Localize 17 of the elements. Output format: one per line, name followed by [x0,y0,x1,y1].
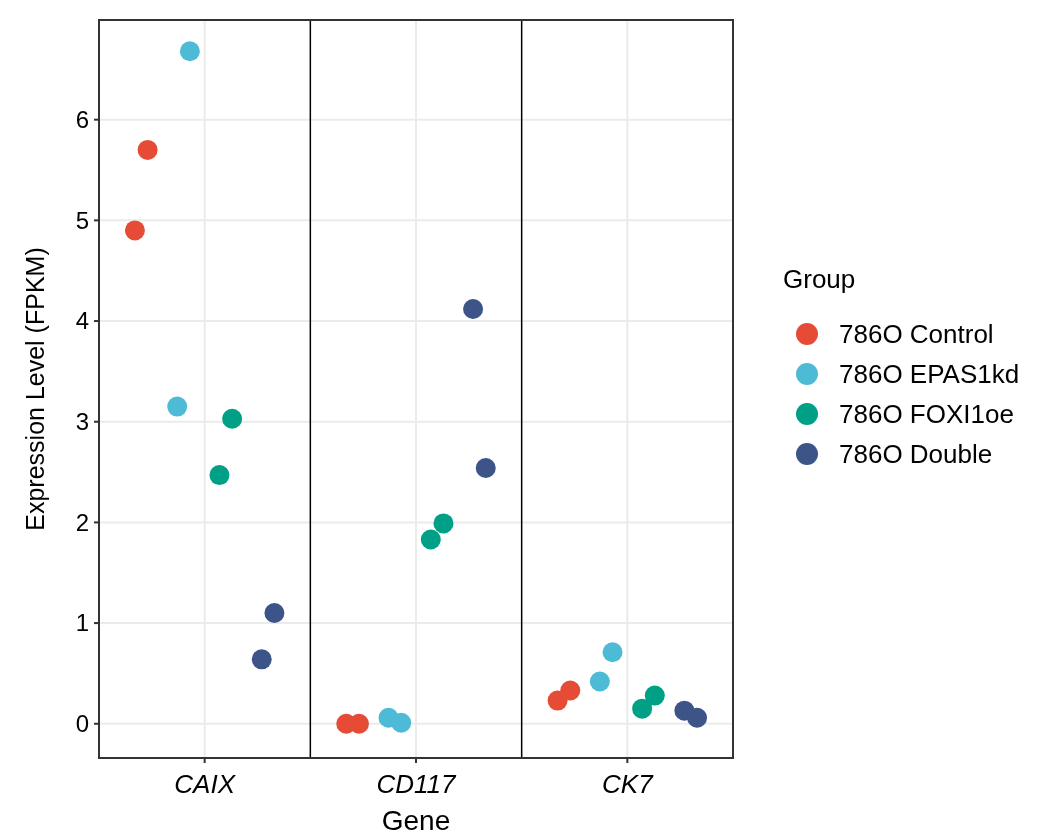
y-tick-label: 6 [75,106,89,134]
x-tick-label: CAIX [174,769,237,799]
y-tick-label: 2 [75,508,89,536]
legend-label: 786O EPAS1kd [839,359,1020,390]
legend-label: 786O FOXI1oe [839,399,1014,430]
x-tick-label: CK7 [602,769,655,799]
x-tick-label: CD117 [376,769,458,799]
x-axis-title: Gene [381,805,451,832]
y-tick-label: 4 [75,307,89,335]
legend-label: 786O Control [839,319,994,350]
y-tick-label: 5 [75,206,89,234]
legend-title: Group [783,264,856,294]
y-axis-title: Expression Level (FPKM) [21,247,49,531]
y-tick-label: 3 [75,408,89,436]
y-tick-label: 0 [75,710,89,738]
y-tick-label: 1 [75,609,89,637]
legend-label: 786O Double [839,439,993,470]
